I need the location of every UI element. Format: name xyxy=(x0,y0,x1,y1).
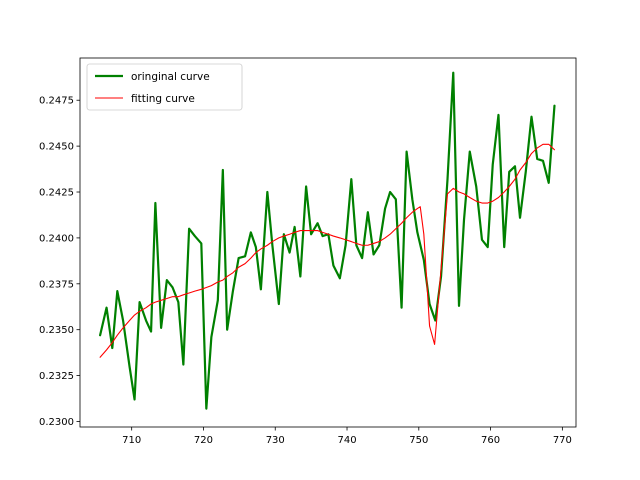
plot-area-background xyxy=(80,58,576,427)
plot-area-frame xyxy=(79,57,577,428)
series-line-1 xyxy=(99,71,556,410)
x-tick-label: 720 xyxy=(194,435,213,446)
x-axis: 710 720 730 740 750 760 770 xyxy=(122,427,572,446)
x-tick-label: 770 xyxy=(553,435,572,446)
series-line-2 xyxy=(99,143,556,358)
legend: oringinal curve fitting curve xyxy=(86,63,243,111)
x-tick-label: 750 xyxy=(409,435,428,446)
y-tick-label: 0.2300 xyxy=(39,417,74,428)
y-tick-label: 0.2475 xyxy=(39,96,74,107)
legend-label-2: fitting curve xyxy=(131,93,195,105)
x-tick-label: 740 xyxy=(337,435,356,446)
y-tick-label: 0.2400 xyxy=(39,233,74,244)
series-layer xyxy=(99,71,556,410)
x-tick-label: 760 xyxy=(481,435,500,446)
y-tick-label: 0.2450 xyxy=(39,142,74,153)
y-tick-label: 0.2325 xyxy=(39,371,74,382)
legend-label-1: oringinal curve xyxy=(131,71,210,83)
x-tick-label: 730 xyxy=(266,435,285,446)
legend-box xyxy=(86,63,243,111)
y-tick-label: 0.2375 xyxy=(39,279,74,290)
y-tick-label: 0.2350 xyxy=(39,325,74,336)
y-tick-label: 0.2425 xyxy=(39,188,74,199)
x-tick-label: 710 xyxy=(122,435,141,446)
y-axis: 0.2300 0.2325 0.2350 0.2375 0.2400 0.2425 0.24… xyxy=(39,96,80,428)
